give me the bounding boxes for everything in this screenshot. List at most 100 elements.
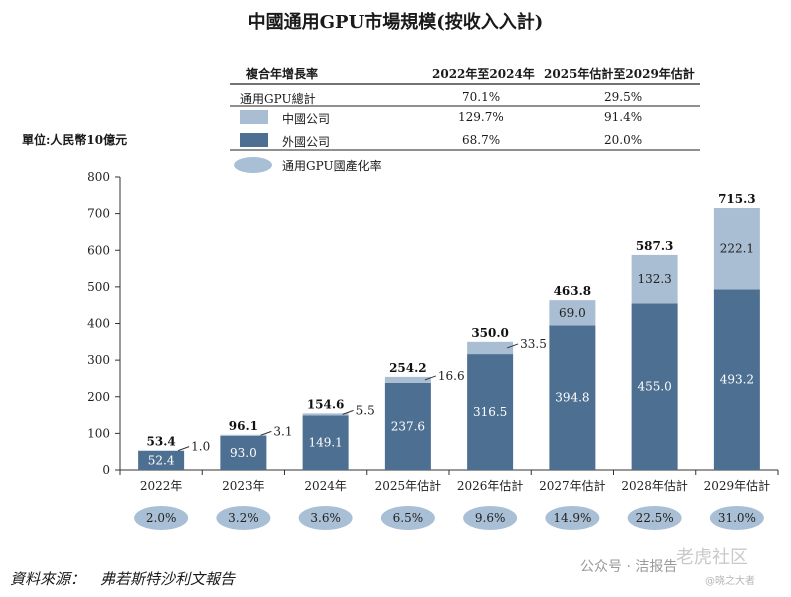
cagr-row-total-label: 通用GPU總計 [240,92,316,106]
cagr-header-label: 複合年增長率 [246,67,319,81]
bar-foreign [220,435,267,470]
x-tick-label: 2023年 [222,479,265,493]
y-tick-label: 400 [87,317,110,331]
rate-label: 9.6% [475,511,506,525]
cagr-header-period2: 2025年估計至2029年估計 [544,67,695,81]
data-label-domestic: 69.0 [559,306,586,320]
data-label-foreign: 455.0 [637,380,671,394]
y-tick-label: 700 [87,207,110,221]
data-label-domestic: 5.5 [356,403,375,417]
x-tick-label: 2028年估計 [621,478,688,493]
rate-ellipse [545,506,600,530]
rate-ellipse [298,506,353,530]
x-tick-label: 2022年 [140,479,183,493]
x-tick-label: 2025年估計 [375,478,442,493]
legend-domestic-swatch [240,110,268,124]
x-tick-label: 2027年估計 [539,478,606,493]
data-label-leader [424,375,437,381]
rate-label: 14.9% [553,511,591,525]
data-label-foreign: 93.0 [230,446,257,460]
bar-foreign [138,450,185,470]
cagr-row-domestic-v1: 129.7% [458,110,504,124]
rate-label: 6.5% [393,511,424,525]
legend-rate-label: 通用GPU國產化率 [282,159,382,173]
data-label-total: 96.1 [229,419,258,433]
source-note: 資料來源： 弗若斯特沙利文報告 [10,570,236,588]
data-label-leader [342,409,354,415]
data-label-leader [260,430,272,436]
cagr-row-foreign-v1: 68.7% [462,133,501,147]
data-label-total: 715.3 [718,192,756,206]
bar-foreign [631,303,678,470]
data-label-total: 463.8 [554,284,592,298]
bar-foreign [549,325,596,470]
data-label-foreign: 394.8 [555,391,589,405]
data-label-leader [506,343,519,349]
bar-domestic [384,376,431,383]
y-tick-label: 600 [87,243,110,257]
data-label-domestic: 132.3 [637,272,671,286]
cagr-row-total-v2: 29.5% [604,90,643,104]
watermark-handle: @晓之大者 [705,576,755,587]
data-label-total: 350.0 [471,326,509,340]
cagr-row-domestic-label: 中國公司 [282,112,331,126]
data-label-leader [177,446,190,452]
data-label-foreign: 237.6 [391,419,425,433]
watermark-account: 公众号 · 洁报告 [580,559,678,575]
data-label-foreign: 316.5 [473,405,507,419]
data-label-total: 587.3 [636,239,674,253]
bar-domestic [713,208,760,290]
data-label-domestic: 3.1 [273,424,292,438]
bar-foreign [302,415,349,470]
bar-domestic [302,413,349,416]
bar-domestic [220,434,267,436]
data-label-foreign: 52.4 [148,453,175,467]
data-label-total: 53.4 [147,434,176,448]
rate-ellipse [463,506,518,530]
data-label-domestic: 33.5 [520,337,547,351]
rate-ellipse [627,506,682,530]
data-label-domestic: 16.6 [438,369,465,383]
rate-ellipse [380,506,435,530]
rate-label: 3.2% [228,511,259,525]
cagr-row-domestic-v2: 91.4% [604,110,643,124]
data-label-foreign: 493.2 [720,373,754,387]
watermark-overlay: 老虎社区 [676,547,748,568]
y-tick-label: 800 [87,170,110,184]
cagr-row-foreign-label: 外國公司 [282,135,331,149]
y-tick-label: 300 [87,353,110,367]
cagr-header-period1: 2022年至2024年 [432,67,535,81]
y-tick-label: 100 [87,426,110,440]
data-label-domestic: 222.1 [720,242,754,256]
unit-label: 單位:人民幣10億元 [22,133,128,147]
cagr-row-foreign-v2: 20.0% [604,133,643,147]
y-tick-label: 0 [102,463,110,477]
chart-title: 中國通用GPU市場規模(按收入入計) [247,12,544,33]
rate-ellipse [134,506,189,530]
x-tick-label: 2029年估計 [704,478,771,493]
rate-label: 22.5% [636,511,674,525]
x-tick-label: 2024年 [304,479,347,493]
x-tick-label: 2026年估計 [457,478,524,493]
bar-domestic [631,254,678,304]
bar-foreign [384,382,431,470]
bar-domestic [467,341,514,355]
rate-ellipse [216,506,271,530]
data-label-domestic: 1.0 [191,440,210,454]
rate-label: 2.0% [146,511,177,525]
rate-label: 3.6% [310,511,341,525]
legend-foreign-swatch [240,133,268,147]
data-label-total: 254.2 [389,361,427,375]
bar-foreign [467,354,514,470]
y-tick-label: 500 [87,280,110,294]
data-label-foreign: 149.1 [308,436,342,450]
cagr-row-total-v1: 70.1% [462,90,501,104]
rate-ellipse [709,506,764,530]
bar-domestic [549,300,596,326]
y-tick-label: 200 [87,390,110,404]
rate-label: 31.0% [718,511,756,525]
legend-rate-ellipse [234,157,272,173]
bar-foreign [713,289,760,470]
data-label-total: 154.6 [307,397,345,411]
